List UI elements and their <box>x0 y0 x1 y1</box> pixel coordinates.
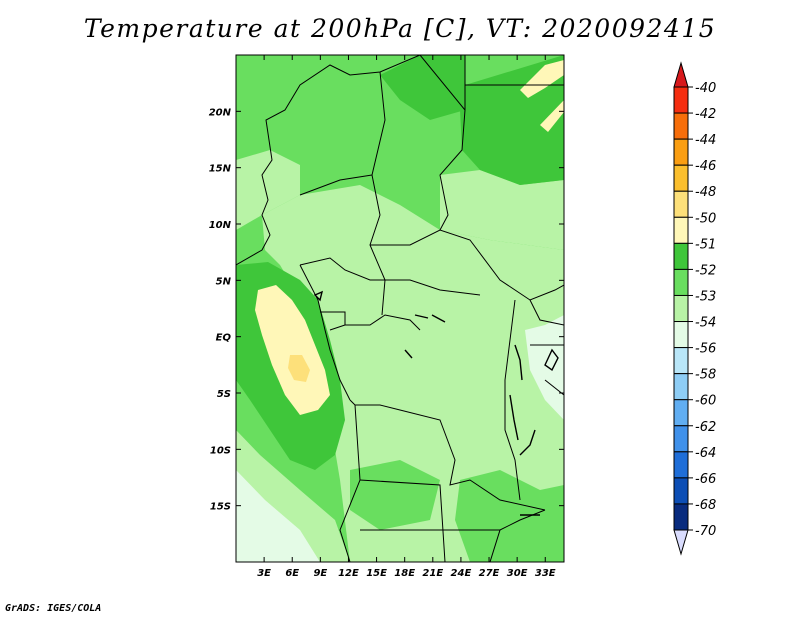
lat-tick-label: 15S <box>210 502 231 513</box>
west-coastline <box>299 264 351 401</box>
field-dark-north <box>380 55 465 120</box>
colorbar-swatch <box>673 503 689 531</box>
lon-tick-label: 12E <box>338 568 359 579</box>
lon-tick-label: 18E <box>394 568 415 579</box>
colorbar-label: -68 <box>695 498 716 513</box>
colorbar: -40 -42 -44 -46 -48 -50 -51 -52 -53 -54 -56 -58 -60 -… <box>673 61 716 556</box>
colorbar-label: -50 <box>695 211 716 226</box>
colorbar-swatch <box>673 347 689 375</box>
lat-tick-label: 20N <box>209 107 232 118</box>
colorbar-label: -56 <box>695 342 716 357</box>
colorbar-swatch <box>673 373 689 401</box>
colorbar-label: -51 <box>695 237 716 252</box>
colorbar-swatch <box>673 451 689 479</box>
field-warm-core <box>288 355 310 382</box>
colorbar-label: -64 <box>695 446 716 461</box>
lon-tick-label: 27E <box>479 568 500 579</box>
colorbar-label: -40 <box>695 81 716 96</box>
lat-tick-label: 5N <box>216 276 232 287</box>
colorbar-swatch <box>673 86 689 114</box>
colorbar-swatch <box>673 399 689 427</box>
colorbar-swatch <box>673 164 689 192</box>
lon-tick-label: 33E <box>535 568 556 579</box>
grads-credit: GrADS: IGES/COLA <box>5 603 102 614</box>
map-frame <box>235 54 565 563</box>
lat-tick-label: 10S <box>210 445 231 456</box>
longitude-axis: 3E 6E 9E 12E 15E 18E 21E 24E 27E 30E 33E <box>257 55 556 579</box>
field-light-northeast <box>440 170 564 250</box>
temperature-field <box>236 55 564 562</box>
field-light-north <box>236 150 300 230</box>
colorbar-label: -52 <box>695 263 716 278</box>
lon-tick-label: 9E <box>313 568 327 579</box>
lon-tick-label: 30E <box>507 568 528 579</box>
field-mid-south2 <box>350 460 440 530</box>
lat-tick-label: 10N <box>209 220 232 231</box>
colorbar-label: -54 <box>695 316 716 331</box>
colorbar-label: -58 <box>695 368 716 383</box>
latitude-axis: 20N 15N 10N 5N EQ 5S 10S 15S <box>209 107 564 513</box>
colorbar-swatch <box>673 242 689 270</box>
lat-tick-label: 5S <box>217 389 231 400</box>
field-pale-plume <box>255 285 330 415</box>
lon-tick-label: 6E <box>285 568 299 579</box>
colorbar-swatch <box>673 321 689 349</box>
lon-tick-label: 3E <box>257 568 271 579</box>
colorbar-label: -60 <box>695 394 716 409</box>
lon-tick-label: 24E <box>451 568 472 579</box>
field-cool-east <box>525 315 564 420</box>
colorbar-label: -44 <box>695 133 716 148</box>
field-light-central <box>262 185 564 562</box>
lakes <box>313 290 559 516</box>
field-mid-south <box>455 470 564 562</box>
colorbar-under-arrow <box>673 529 689 556</box>
colorbar-swatch <box>673 477 689 505</box>
colorbar-swatch <box>673 216 689 244</box>
lat-tick-label: EQ <box>216 333 232 344</box>
map-title: Temperature at 200hPa [C], VT: 202009241… <box>83 14 717 43</box>
colorbar-over-arrow <box>673 61 689 88</box>
field-streak-ne2 <box>540 100 564 132</box>
colorbar-label: -42 <box>695 107 716 122</box>
colorbar-swatch <box>673 268 689 296</box>
colorbar-label: -70 <box>695 524 716 539</box>
lat-tick-label: 15N <box>209 164 232 175</box>
field-streak-ne <box>520 60 564 98</box>
colorbar-swatch <box>673 190 689 218</box>
colorbar-label: -62 <box>695 420 716 435</box>
colorbar-label: -48 <box>695 185 716 200</box>
colorbar-label: -66 <box>695 472 716 487</box>
colorbar-label: -53 <box>695 289 716 304</box>
colorbar-swatch <box>673 138 689 166</box>
colorbar-swatch <box>673 425 689 453</box>
field-coolest-sw <box>236 470 320 562</box>
colorbar-swatch <box>673 294 689 323</box>
colorbar-label: -46 <box>695 159 716 174</box>
colorbar-swatch <box>673 112 689 140</box>
lon-tick-label: 15E <box>366 568 387 579</box>
lon-tick-label: 21E <box>422 568 443 579</box>
